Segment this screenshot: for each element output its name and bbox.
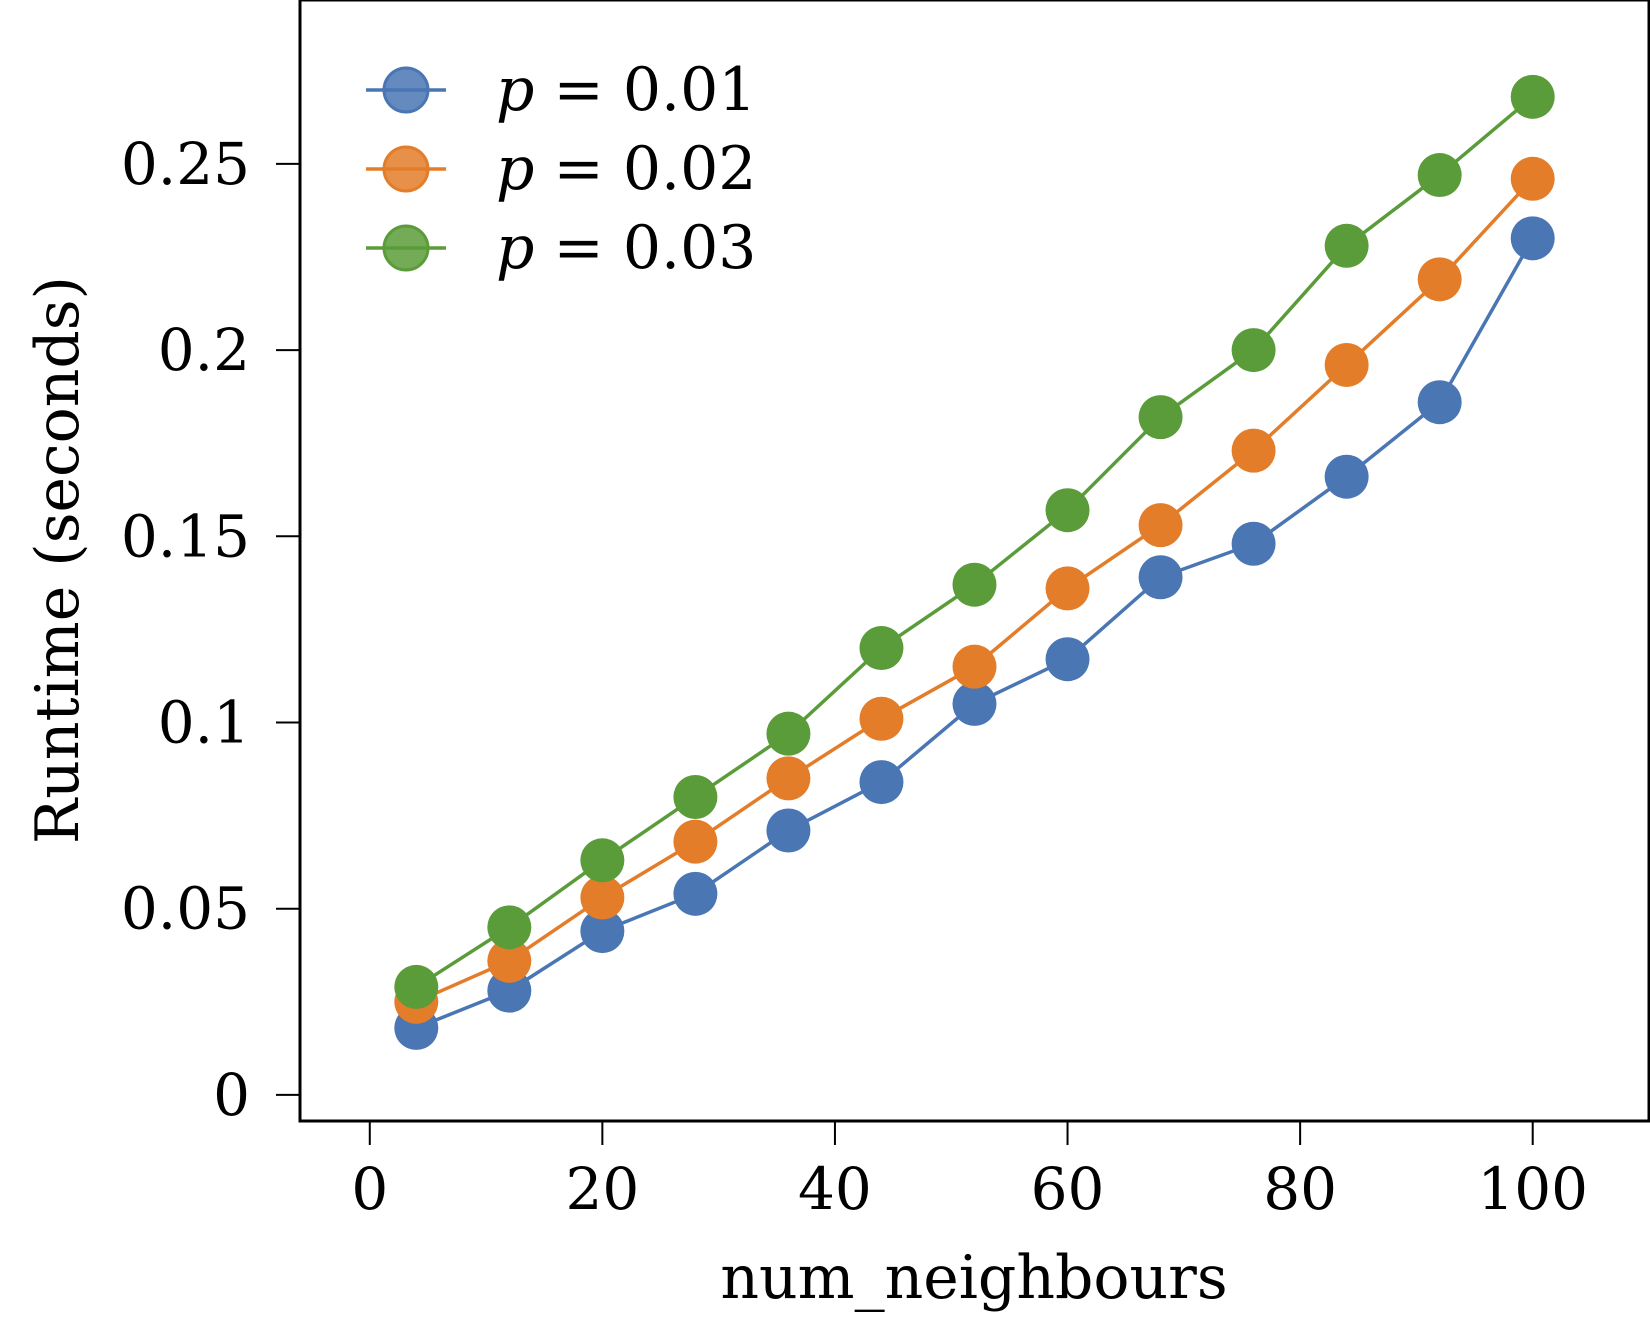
legend-marker [382,66,430,114]
data-point [952,681,997,726]
x-tick-label: 40 [798,1155,872,1223]
data-point [487,938,532,983]
series-1 [394,216,1555,1050]
legend-label: p = 0.03 [496,213,756,283]
data-point [580,909,625,954]
x-tick-label: 20 [565,1155,639,1223]
legend-value: = 0.02 [534,134,756,204]
y-tick-label: 0.05 [121,875,250,943]
y-tick-label: 0.1 [158,689,250,757]
data-point [1231,428,1276,473]
data-point [859,760,904,805]
data-point [1045,488,1090,533]
data-point [1324,223,1369,268]
data-point [673,819,718,864]
y-axis-label: Runtime (seconds) [23,276,93,844]
data-point [1231,521,1276,566]
data-point [394,964,439,1009]
legend: p = 0.01p = 0.02p = 0.03 [366,55,756,283]
data-point [580,838,625,883]
data-point [580,875,625,920]
data-point [1045,566,1090,611]
legend-value: = 0.03 [534,213,756,283]
data-point [1510,74,1555,119]
legend-variable: p [496,213,534,283]
series-layer [394,74,1555,1050]
legend-item: p = 0.02 [366,134,756,204]
data-point [952,644,997,689]
data-point [487,905,532,950]
series-2 [394,156,1555,1024]
legend-marker [382,145,430,193]
data-point [1045,637,1090,682]
x-tick-label: 100 [1477,1155,1588,1223]
data-point [1324,454,1369,499]
legend-value: = 0.01 [534,55,756,125]
data-point [859,626,904,671]
y-axis: 0 0.05 0.1 0.15 0.2 0.25 [121,130,300,1129]
data-point [766,711,811,756]
data-point [1417,380,1462,425]
data-point [1417,257,1462,302]
x-tick-label: 80 [1263,1155,1337,1223]
data-point [859,696,904,741]
data-point [1510,216,1555,261]
legend-variable: p [496,55,534,125]
data-point [673,871,718,916]
data-point [1510,156,1555,201]
data-point [766,756,811,801]
x-axis-label: num_neighbours [720,1243,1227,1313]
y-tick-label: 0.2 [158,316,250,384]
series-3 [394,74,1555,1009]
data-point [1417,153,1462,198]
data-point [1138,503,1183,548]
legend-label: p = 0.01 [496,55,756,125]
legend-label: p = 0.02 [496,134,756,204]
plot-frame [298,0,1650,1123]
data-point [952,562,997,607]
x-tick-label: 0 [351,1155,388,1223]
legend-marker [382,224,430,272]
legend-variable: p [496,134,534,204]
data-point [766,808,811,853]
legend-item: p = 0.03 [366,213,756,283]
x-tick-label: 60 [1031,1155,1105,1223]
legend-item: p = 0.01 [366,55,756,125]
data-point [1138,555,1183,600]
y-tick-label: 0.15 [121,502,250,570]
data-point [1138,395,1183,440]
y-tick-label: 0.25 [121,130,250,198]
data-point [1231,328,1276,373]
data-point [1324,342,1369,387]
y-tick-label: 0 [213,1061,250,1129]
x-axis: 0 20 40 60 80 100 [351,1121,1588,1223]
data-point [673,774,718,819]
